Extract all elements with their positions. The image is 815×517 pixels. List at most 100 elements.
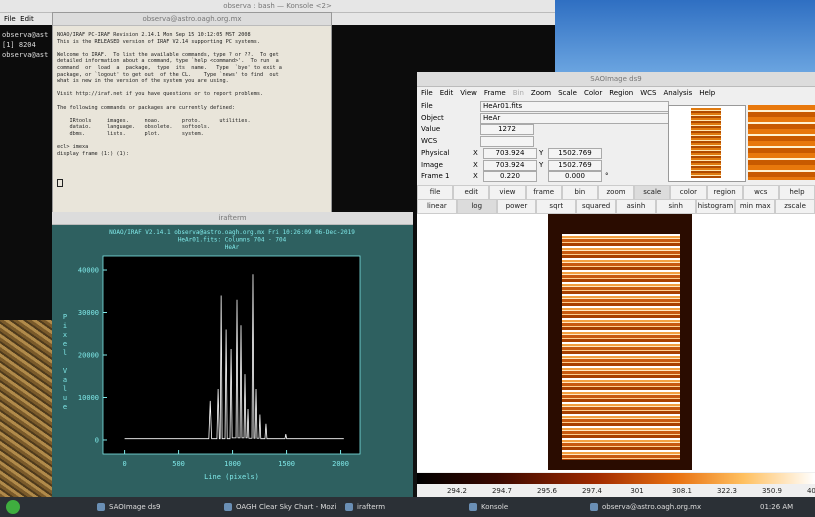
button[interactable]: edit	[453, 185, 489, 200]
menu-item[interactable]: View	[460, 87, 477, 100]
colorbar-label: 297.4	[574, 485, 610, 497]
unit-label: °	[605, 171, 609, 181]
menu-item[interactable]: File	[421, 87, 433, 100]
terminal-line: command or load a package, type its name…	[57, 65, 327, 72]
terminal-line: This is the RELEASED version of IRAF V2.…	[57, 39, 327, 46]
info-label: Physical	[421, 148, 449, 158]
button[interactable]: wcs	[743, 185, 779, 200]
axis-label: X	[473, 171, 478, 181]
x-tick-label: 0	[122, 460, 126, 468]
menu-item[interactable]: Frame	[484, 87, 506, 100]
info-panel: FileHeAr01.fitsObjectHeArValue1272WCSPhy…	[417, 101, 667, 183]
terminal-line: dataio. language. obsolete. softools.	[57, 124, 327, 131]
button[interactable]: region	[707, 185, 743, 200]
spectrum-image	[548, 214, 692, 470]
info-value: 703.924	[483, 160, 537, 171]
button[interactable]: bin	[562, 185, 598, 200]
terminal-line: package, or `logout' to get out of the C…	[57, 72, 327, 79]
button[interactable]: log	[457, 199, 497, 214]
button[interactable]: file	[417, 185, 453, 200]
task-button[interactable]: observa@astro.oagh.org.mx	[588, 500, 732, 514]
panner-image	[691, 108, 721, 178]
title-bar: irafterm	[52, 212, 413, 225]
terminal-line: Visit http://iraf.net if you have questi…	[57, 91, 327, 98]
button[interactable]: help	[779, 185, 815, 200]
colorbar-label: 407.5	[799, 485, 815, 497]
info-value: 0.220	[483, 171, 537, 182]
menu-item[interactable]: Zoom	[531, 87, 551, 100]
colorbar-label: 294.7	[484, 485, 520, 497]
button[interactable]: squared	[576, 199, 616, 214]
y-axis-label: Pixel Value	[61, 313, 69, 412]
task-button[interactable]: SAOImage ds9	[95, 500, 229, 514]
plot: NOAO/IRAF V2.14.1 observa@astro.oagh.org…	[52, 225, 413, 497]
colorbar-label: 350.9	[754, 485, 790, 497]
x-tick-label: 1500	[278, 460, 295, 468]
button[interactable]: asinh	[616, 199, 656, 214]
colorbar-label: 322.3	[709, 485, 745, 497]
cursor	[57, 179, 63, 187]
window-title: observa@astro.oagh.org.mx	[142, 15, 241, 23]
terminal-line: what is new in the version of the system…	[57, 78, 327, 85]
plot-title: HeAr	[225, 244, 240, 251]
menu-item[interactable]: Scale	[558, 87, 577, 100]
menu-item[interactable]: Region	[609, 87, 633, 100]
plot-title: HeAr01.fits: Columns 704 - 704	[178, 237, 287, 244]
axis-label: Y	[539, 160, 543, 170]
info-label: Frame 1	[421, 171, 450, 181]
button[interactable]: linear	[417, 199, 457, 214]
spectrum-lines	[562, 234, 680, 460]
wallpaper-image	[0, 320, 52, 497]
menu-item[interactable]: Help	[699, 87, 715, 100]
menu-item[interactable]: WCS	[640, 87, 656, 100]
window-title: SAOImage ds9	[590, 75, 641, 83]
terminal-line: dbms. lists. plot. system.	[57, 131, 327, 138]
window-title: irafterm	[218, 214, 246, 222]
xgterm-window: observa@astro.oagh.org.mx NOAO/IRAF PC-I…	[52, 12, 332, 217]
terminal-line: NOAO/IRAF PC-IRAF Revision 2.14.1 Mon Se…	[57, 32, 327, 39]
button[interactable]: zscale	[775, 199, 815, 214]
x-tick-label: 1000	[224, 460, 241, 468]
colorbar-label: 294.2	[439, 485, 475, 497]
info-value: 1272	[480, 124, 534, 135]
button[interactable]: sqrt	[536, 199, 576, 214]
button[interactable]: histogram	[696, 199, 736, 214]
terminal-line: display frame (1:) (1):	[57, 151, 327, 158]
menu-item[interactable]: Edit	[20, 15, 34, 23]
irafterm-window: irafterm NOAO/IRAF V2.14.1 observa@astro…	[52, 212, 413, 497]
y-tick-label: 30000	[78, 309, 99, 317]
plot-title: NOAO/IRAF V2.14.1 observa@astro.oagh.org…	[109, 229, 355, 236]
task-button[interactable]: Konsole	[467, 500, 596, 514]
button[interactable]: power	[497, 199, 537, 214]
axis-label: X	[473, 160, 478, 170]
button[interactable]: view	[489, 185, 525, 200]
menu-item[interactable]: File	[4, 15, 16, 23]
menu-item[interactable]: Bin	[513, 87, 524, 100]
image-frame	[417, 214, 815, 472]
title-bar: SAOImage ds9	[417, 72, 815, 87]
info-label: Image	[421, 160, 443, 170]
info-value: 1502.769	[548, 148, 602, 159]
button[interactable]: scale	[634, 185, 670, 200]
task-button[interactable]: irafterm	[343, 500, 472, 514]
info-value: 1502.769	[548, 160, 602, 171]
menu-item[interactable]: Color	[584, 87, 602, 100]
x-tick-label: 2000	[332, 460, 349, 468]
task-button[interactable]: OAGH Clear Sky Chart - Mozi	[222, 500, 354, 514]
wallpaper	[555, 0, 815, 72]
button[interactable]: color	[670, 185, 706, 200]
menu-item[interactable]: Edit	[440, 87, 454, 100]
terminal-output: NOAO/IRAF PC-IRAF Revision 2.14.1 Mon Se…	[53, 26, 331, 170]
y-tick-label: 0	[95, 436, 99, 444]
terminal-line: ecl> imexa	[57, 144, 327, 151]
button[interactable]: sinh	[656, 199, 696, 214]
button[interactable]: min max	[735, 199, 775, 214]
menu-item[interactable]: Analysis	[663, 87, 692, 100]
start-button[interactable]	[6, 500, 20, 514]
magnifier	[748, 105, 815, 180]
button[interactable]: frame	[526, 185, 562, 200]
button[interactable]: zoom	[598, 185, 634, 200]
